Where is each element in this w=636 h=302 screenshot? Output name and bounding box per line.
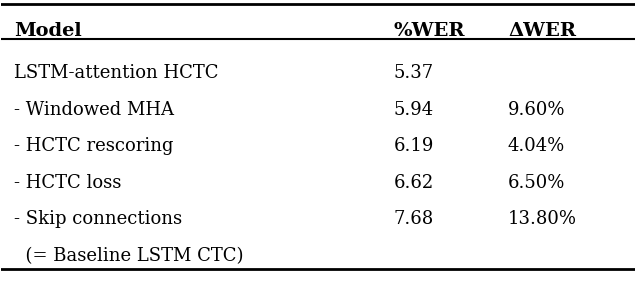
Text: Model: Model	[14, 22, 82, 40]
Text: 6.62: 6.62	[394, 174, 434, 192]
Text: 5.37: 5.37	[394, 64, 434, 82]
Text: (= Baseline LSTM CTC): (= Baseline LSTM CTC)	[14, 247, 244, 265]
Text: 6.50%: 6.50%	[508, 174, 565, 192]
Text: - HCTC loss: - HCTC loss	[14, 174, 121, 192]
Text: 7.68: 7.68	[394, 210, 434, 228]
Text: 9.60%: 9.60%	[508, 101, 565, 119]
Text: 6.19: 6.19	[394, 137, 434, 155]
Text: LSTM-attention HCTC: LSTM-attention HCTC	[14, 64, 219, 82]
Text: - HCTC rescoring: - HCTC rescoring	[14, 137, 174, 155]
Text: ΔWER: ΔWER	[508, 22, 576, 40]
Text: 13.80%: 13.80%	[508, 210, 577, 228]
Text: %WER: %WER	[394, 22, 466, 40]
Text: 5.94: 5.94	[394, 101, 434, 119]
Text: - Skip connections: - Skip connections	[14, 210, 182, 228]
Text: - Windowed MHA: - Windowed MHA	[14, 101, 174, 119]
Text: 4.04%: 4.04%	[508, 137, 565, 155]
